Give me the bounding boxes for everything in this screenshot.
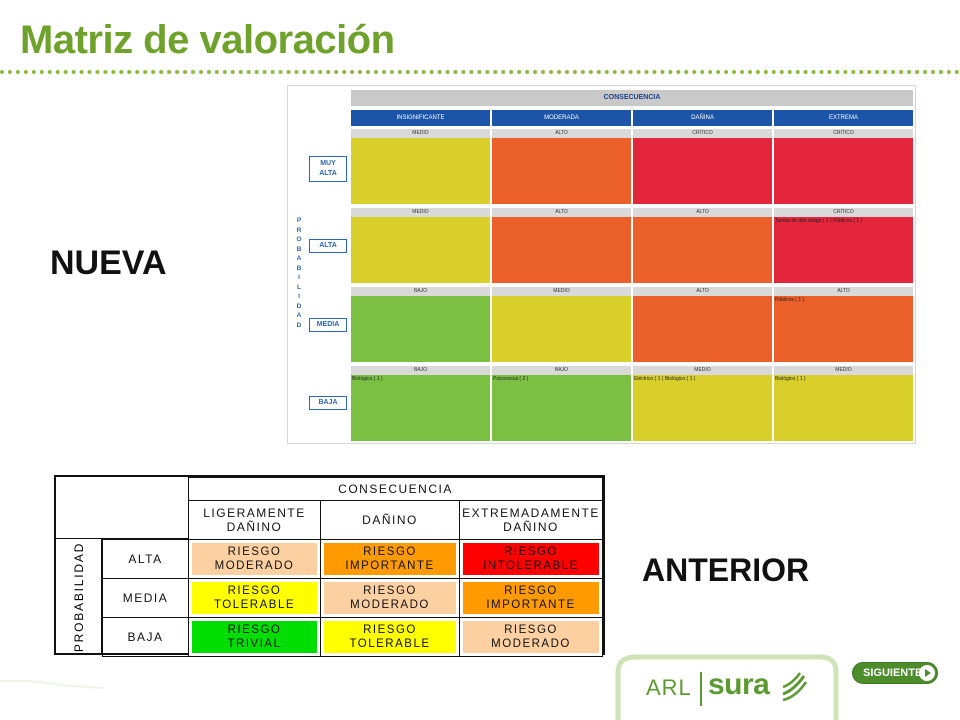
new-cell-note: Públicos ( 1 ) (775, 297, 805, 303)
new-cell-level: BAJO (351, 366, 490, 375)
old-risk-cell: RIESGO MODERADO (320, 578, 460, 618)
page-title: Matriz de valoración (20, 18, 395, 62)
old-risk-cell: RIESGO MODERADO (459, 617, 603, 657)
new-cell-color-block (774, 138, 913, 204)
new-cell-level: BAJO (351, 287, 490, 296)
new-cell-color-block (351, 217, 490, 283)
old-risk-fill: RIESGO TOLERABLE (324, 621, 456, 653)
logo-separator (700, 672, 702, 706)
new-row-label: MUY ALTA (309, 156, 347, 182)
new-cell-color-block (492, 138, 631, 204)
old-risk-fill: RIESGO INTOLERABLE (463, 543, 599, 575)
old-risk-cell: RIESGO IMPORTANTE (320, 539, 460, 579)
new-column-header: INSIGNIFICANTE (351, 110, 490, 126)
arl-logo-text: ARL (646, 675, 692, 700)
old-risk-fill: RIESGO IMPORTANTE (324, 543, 456, 575)
new-cell-level: ALTO (633, 208, 772, 217)
old-probability-label: PROBABILIDAD (56, 539, 102, 655)
new-cell-color-block: Públicos ( 1 ) (774, 296, 913, 362)
new-cell-color-block: Biológico ( 1 ) (351, 375, 490, 441)
new-matrix-cell: ALTO (633, 287, 772, 362)
old-risk-cell: RIESGO TOLERABLE (320, 617, 460, 657)
new-matrix-cell: ALTO Públicos ( 1 ) (774, 287, 913, 362)
title-dotted-divider (0, 70, 960, 74)
new-cell-color-block (633, 217, 772, 283)
new-matrix-cell: MEDIO Eléctrico ( 1 ) Biológico ( 1 ) (633, 366, 772, 441)
new-matrix-cell: ALTO (492, 129, 631, 204)
old-risk-fill: RIESGO MODERADO (192, 543, 317, 575)
new-matrix-cell: CRÍTICO (633, 129, 772, 204)
new-matrix-cell: MEDIO (351, 129, 490, 204)
next-button-label: SIGUIENTE (863, 667, 923, 679)
new-cell-level: CRÍTICO (633, 129, 772, 138)
new-matrix-cell: MEDIO (492, 287, 631, 362)
new-column-header: DAÑINA (633, 110, 772, 126)
new-cell-level: ALTO (492, 208, 631, 217)
old-risk-cell: RIESGO TRIVIAL (188, 617, 321, 657)
new-cell-note: Tareas de alto riesgo ( 1 ) Públicos ( 1… (775, 218, 863, 224)
old-risk-matrix: CONSECUENCIA PROBABILIDAD LIGERAMENTE DAÑ… (54, 475, 605, 657)
chevron-right-icon (919, 665, 935, 681)
new-cell-color-block: Biológico ( 1 ) (774, 375, 913, 441)
old-risk-cell: RIESGO INTOLERABLE (459, 539, 603, 579)
new-matrix-cell: CRÍTICO Tareas de alto riesgo ( 1 ) Públi… (774, 208, 913, 283)
label-new-matrix: NUEVA (50, 244, 167, 282)
new-cell-note: Biológico ( 1 ) (775, 376, 806, 382)
new-cell-level: MEDIO (774, 366, 913, 375)
new-cell-color-block: Eléctrico ( 1 ) Biológico ( 1 ) (633, 375, 772, 441)
new-row-label: BAJA (309, 396, 347, 410)
new-cell-note: Psicosocial ( 2 ) (493, 376, 529, 382)
new-cell-color-block (351, 296, 490, 362)
new-matrix-cell: BAJO Biológico ( 1 ) (351, 366, 490, 441)
new-matrix-cell: ALTO (633, 208, 772, 283)
new-matrix-cell: BAJO (351, 287, 490, 362)
new-row-label: ALTA (309, 239, 347, 253)
new-cell-level: ALTO (774, 287, 913, 296)
new-cell-color-block: Psicosocial ( 2 ) (492, 375, 631, 441)
new-row-label: MEDIA (309, 318, 347, 332)
new-column-header: EXTREMA (774, 110, 913, 126)
new-cell-note: Biológico ( 1 ) (352, 376, 383, 382)
new-cell-level: CRÍTICO (774, 129, 913, 138)
old-risk-fill: RIESGO IMPORTANTE (463, 582, 599, 614)
new-cell-level: BAJO (492, 366, 631, 375)
new-matrix-cell: ALTO (492, 208, 631, 283)
new-cell-level: MEDIO (351, 129, 490, 138)
new-cell-color-block (633, 138, 772, 204)
sura-logo-text: sura (708, 668, 770, 701)
old-risk-cell: RIESGO MODERADO (188, 539, 321, 579)
new-consequence-header: CONSECUENCIA (351, 90, 913, 106)
new-cell-level: MEDIO (633, 366, 772, 375)
new-cell-note: Eléctrico ( 1 ) Biológico ( 1 ) (634, 376, 696, 382)
new-matrix-cell: MEDIO Biológico ( 1 ) (774, 366, 913, 441)
new-cell-color-block: Tareas de alto riesgo ( 1 ) Públicos ( 1… (774, 217, 913, 283)
old-risk-fill: RIESGO TRIVIAL (192, 621, 317, 653)
new-cell-level: MEDIO (351, 208, 490, 217)
new-cell-color-block (492, 217, 631, 283)
sura-swoosh-icon (782, 672, 808, 702)
label-old-matrix: ANTERIOR (642, 552, 810, 588)
old-risk-fill: RIESGO MODERADO (324, 582, 456, 614)
next-button[interactable]: SIGUIENTE (852, 662, 938, 684)
old-risk-fill: RIESGO MODERADO (463, 621, 599, 653)
new-cell-color-block (351, 138, 490, 204)
new-matrix-cell: CRÍTICO (774, 129, 913, 204)
new-matrix-cell: BAJO Psicosocial ( 2 ) (492, 366, 631, 441)
new-column-header: MODERADA (492, 110, 631, 126)
new-cell-level: MEDIO (492, 287, 631, 296)
new-cell-level: CRÍTICO (774, 208, 913, 217)
old-risk-fill: RIESGO TOLERABLE (192, 582, 317, 614)
old-risk-cell: RIESGO IMPORTANTE (459, 578, 603, 618)
new-cell-color-block (633, 296, 772, 362)
new-cell-level: ALTO (633, 287, 772, 296)
old-risk-cell: RIESGO TOLERABLE (188, 578, 321, 618)
new-cell-level: ALTO (492, 129, 631, 138)
new-risk-matrix: CONSECUENCIA INSIGNIFICANTE MODERADA DAÑIN… (287, 85, 916, 444)
new-matrix-cell: MEDIO (351, 208, 490, 283)
new-cell-color-block (492, 296, 631, 362)
